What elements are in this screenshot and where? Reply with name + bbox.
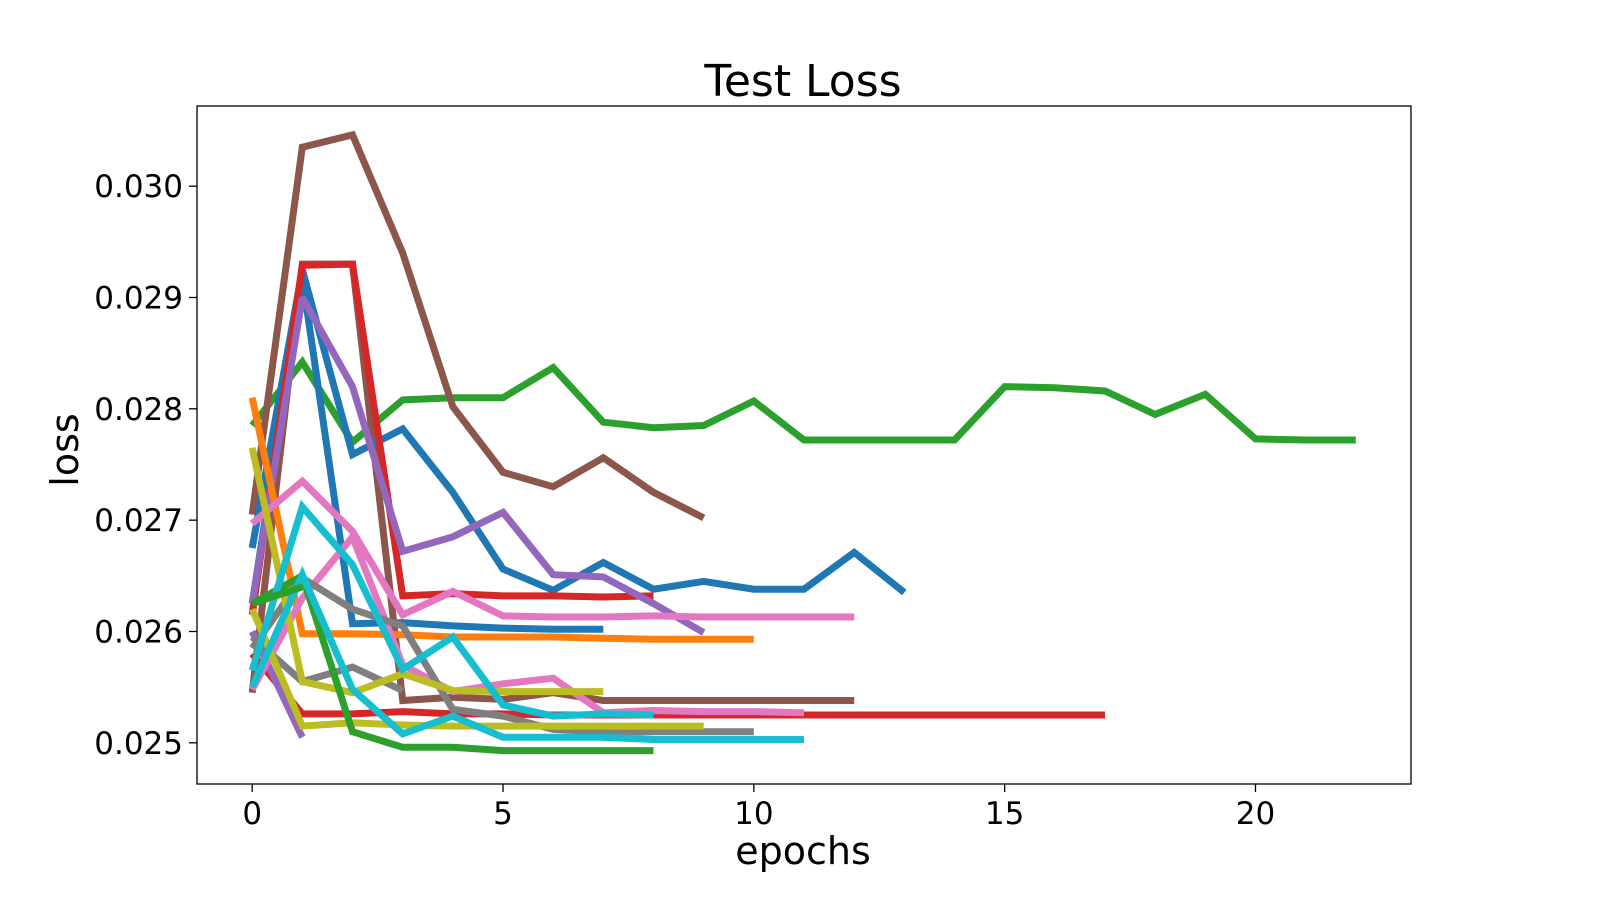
y-tick-label: 0.025 — [94, 726, 183, 762]
series-line-17 — [250, 570, 654, 755]
x-tick-label: 15 — [985, 796, 1024, 832]
y-axis-label: loss — [43, 413, 87, 486]
x-tick-label: 0 — [242, 796, 262, 832]
series-line-10 — [248, 396, 754, 643]
plot-frame — [196, 105, 1412, 785]
x-tick-label: 5 — [493, 796, 513, 832]
series-line-2 — [248, 130, 706, 522]
series-line-12 — [249, 529, 805, 717]
y-tick-label: 0.026 — [94, 614, 183, 650]
x-tick-label: 20 — [1236, 796, 1275, 832]
y-tick-label: 0.029 — [94, 280, 183, 316]
y-tick-label: 0.028 — [94, 392, 183, 428]
series-line-1 — [249, 356, 1356, 448]
x-axis: 0 5 10 15 20 — [242, 784, 1275, 832]
series-line-18 — [248, 499, 654, 720]
series-line-15 — [248, 447, 604, 697]
series-line-19 — [249, 566, 804, 743]
series-line-8 — [248, 295, 706, 636]
series-layer — [248, 130, 1356, 755]
series-line-7 — [249, 651, 1105, 719]
y-tick-label: 0.030 — [94, 169, 183, 205]
y-axis: 0.025 0.026 0.027 0.028 0.029 0.030 — [94, 169, 197, 762]
x-axis-label: epochs — [735, 829, 871, 873]
series-line-14 — [249, 573, 754, 736]
chart-title: Test Loss — [703, 56, 901, 107]
series-line-5 — [248, 276, 604, 633]
series-line-20 — [251, 583, 304, 607]
x-tick-label: 10 — [734, 796, 773, 832]
y-tick-label: 0.027 — [94, 503, 183, 539]
